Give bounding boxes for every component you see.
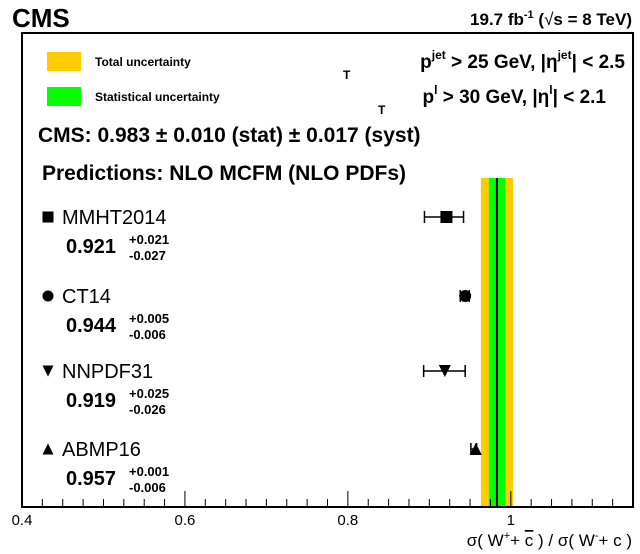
x-axis-label: σ( W++ c ) / σ( W-+ c ) — [467, 530, 632, 550]
x-tick-label: 0.6 — [175, 512, 196, 529]
prediction-name-ct14: CT14 — [62, 286, 111, 308]
legend-label-stat: Statistical uncertainty — [95, 90, 220, 104]
legend-label-total: Total uncertainty — [95, 55, 191, 69]
data-point-nnpdf31 — [438, 365, 451, 377]
marker-mmht2014-legend — [42, 211, 54, 223]
data-point-ct14 — [459, 290, 472, 302]
x-tick-label: 0.8 — [337, 512, 358, 529]
prediction-name-abmp16: ABMP16 — [62, 439, 141, 461]
x-tick-label: 0.4 — [12, 512, 33, 529]
prediction-value-ct14: 0.944 — [66, 315, 117, 337]
legend-swatch-total — [47, 52, 81, 71]
x-tick-label: 1 — [507, 512, 515, 529]
marker-nnpdf31-legend — [42, 365, 54, 377]
x-axis: 0.4 0.6 0.8 1 — [12, 491, 634, 529]
jet-cut-label: pjet > 25 GeV, |ηjet| < 2.5 — [420, 48, 625, 73]
data-point-mmht2014 — [440, 211, 453, 223]
prediction-err-up-nnpdf31: +0.025 — [129, 386, 169, 401]
lepton-cut-label: pl > 30 GeV, |ηl| < 2.1 — [422, 83, 606, 108]
prediction-name-mmht2014: MMHT2014 — [62, 207, 166, 229]
prediction-err-down-abmp16: -0.006 — [129, 480, 166, 495]
prediction-name-nnpdf31: NNPDF31 — [62, 361, 153, 383]
data-point-abmp16 — [469, 443, 482, 455]
experiment-label: CMS — [12, 3, 70, 33]
predictions-title: Predictions: NLO MCFM (NLO PDFs) — [42, 162, 406, 185]
predictions-group: MMHT2014 0.921 +0.021-0.027 CT14 0.944 +0.005… — [42, 207, 482, 495]
prediction-value-mmht2014: 0.921 — [66, 236, 116, 258]
prediction-err-up-ct14: +0.005 — [129, 311, 169, 326]
prediction-err-down-mmht2014: -0.027 — [129, 248, 166, 263]
prediction-err-up-mmht2014: +0.021 — [129, 232, 169, 247]
lumi-label: 19.7 fb-1 (√s = 8 TeV) — [470, 9, 632, 29]
prediction-err-down-nnpdf31: -0.026 — [129, 402, 166, 417]
jet-pt-subscript: T — [343, 68, 351, 82]
prediction-value-nnpdf31: 0.919 — [66, 390, 116, 412]
legend-swatch-stat — [47, 87, 81, 106]
marker-ct14-legend — [42, 290, 54, 302]
cbar-symbol: c — [525, 531, 534, 550]
lepton-pt-subscript: T — [378, 103, 386, 117]
prediction-err-down-ct14: -0.006 — [129, 327, 166, 342]
marker-abmp16-legend — [42, 443, 54, 455]
prediction-value-abmp16: 0.957 — [66, 468, 116, 490]
prediction-err-up-abmp16: +0.001 — [129, 464, 169, 479]
measurement-result: CMS: 0.983 ± 0.010 (stat) ± 0.017 (syst) — [38, 124, 421, 147]
